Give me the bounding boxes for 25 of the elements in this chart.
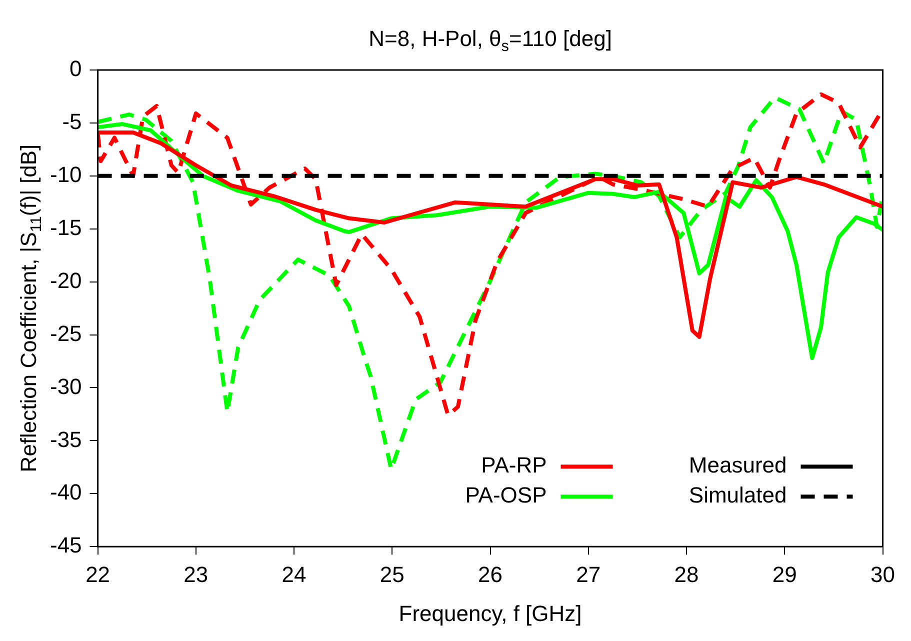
x-tick-label: 26 xyxy=(478,562,503,587)
x-tick-label: 28 xyxy=(674,562,699,587)
y-axis-title: Reflection Coefficient, |S11(f)| [dB] xyxy=(16,144,45,472)
y-tick-label: -45 xyxy=(50,532,82,558)
legend-label: Simulated xyxy=(688,482,787,508)
x-tick-label: 23 xyxy=(184,562,208,587)
y-tick-label: -20 xyxy=(50,268,82,293)
y-tick-label: -40 xyxy=(50,480,82,505)
x-tick-label: 24 xyxy=(282,562,306,587)
x-tick-label: 29 xyxy=(772,562,797,587)
x-tick-label: 30 xyxy=(870,562,896,587)
y-tick-label: -5 xyxy=(62,109,82,134)
y-tick-label: -25 xyxy=(50,320,82,346)
y-tick-label: -15 xyxy=(50,214,82,240)
x-tick-label: 27 xyxy=(576,562,601,587)
x-tick-label: 25 xyxy=(380,562,404,587)
legend-label: PA-OSP xyxy=(465,482,547,508)
x-tick-label: 22 xyxy=(86,562,110,587)
legend-label: Measured xyxy=(688,452,787,478)
y-tick-label: -30 xyxy=(50,374,82,399)
y-tick-label: -35 xyxy=(50,426,82,452)
y-tick-label: -10 xyxy=(50,162,82,187)
legend-label: PA-RP xyxy=(481,452,547,478)
y-tick-label: 0 xyxy=(70,56,82,82)
x-axis-title: Frequency, f [GHz] xyxy=(398,601,582,626)
